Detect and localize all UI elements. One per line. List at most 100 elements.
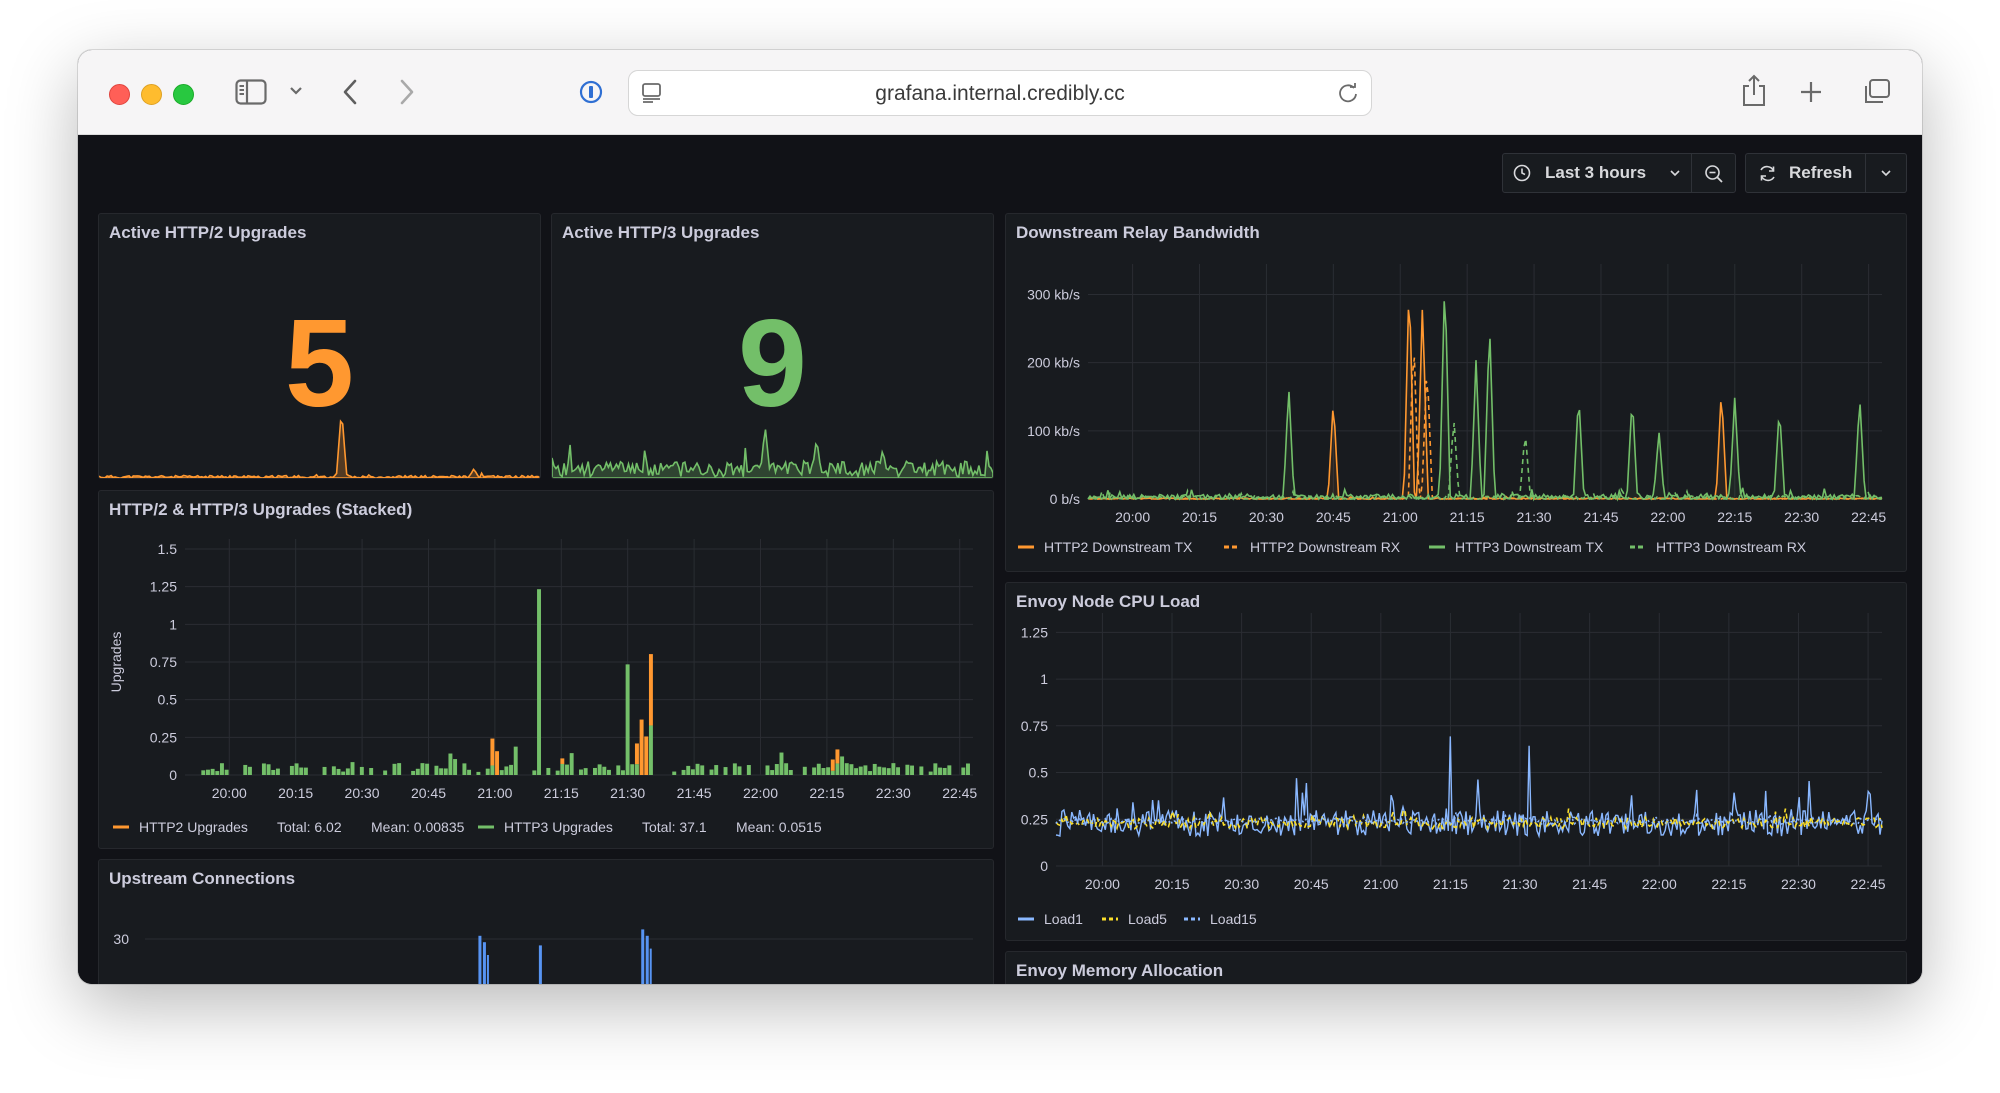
bar-http3 — [770, 770, 775, 775]
bar-http3 — [467, 769, 472, 775]
chevron-down-icon[interactable] — [289, 86, 303, 96]
chevron-down-icon — [1881, 170, 1891, 177]
bar-http3 — [681, 769, 686, 775]
reload-icon[interactable] — [1337, 82, 1359, 104]
bar-http3 — [448, 753, 453, 775]
password-manager-icon[interactable] — [579, 80, 603, 104]
bar-http3 — [947, 765, 952, 775]
x-tick-label: 22:45 — [1851, 509, 1886, 525]
legend-total: Total: 37.1 — [642, 819, 707, 835]
bar-http3 — [243, 764, 248, 775]
bar-http3 — [565, 764, 569, 775]
address-bar[interactable]: grafana.internal.credibly.cc — [628, 70, 1372, 116]
x-tick-label: 20:15 — [278, 785, 313, 801]
bar-http3 — [322, 766, 327, 775]
refresh-button[interactable]: Refresh — [1745, 153, 1866, 193]
clock-icon — [1513, 164, 1531, 182]
bar-http3 — [765, 765, 770, 775]
panel-upstream-connections[interactable]: Upstream Connections 30 — [98, 859, 994, 984]
bar-http3 — [886, 768, 891, 775]
panel-stacked-upgrades[interactable]: HTTP/2 & HTTP/3 Upgrades (Stacked) 0 0.25… — [98, 490, 994, 849]
bar-http3 — [816, 763, 821, 775]
bar-http3 — [271, 769, 276, 775]
panel-title: Envoy Node CPU Load — [1016, 592, 1201, 611]
panel-memory-allocation[interactable]: Envoy Memory Allocation — [1005, 951, 1907, 984]
x-tick-label: 22:15 — [1717, 509, 1752, 525]
x-tick-label: 22:45 — [1851, 876, 1886, 892]
panel-cpu-load[interactable]: Envoy Node CPU Load 0 0.25 0.5 0.75 1 1.25 20:… — [1005, 582, 1907, 941]
x-tick-label: 21:30 — [1503, 876, 1538, 892]
forward-icon[interactable] — [399, 78, 415, 106]
back-icon[interactable] — [342, 78, 358, 106]
bar-http3 — [625, 664, 630, 775]
time-range-picker[interactable]: Last 3 hours — [1502, 153, 1692, 193]
bar — [482, 942, 486, 984]
panel-title: Active HTTP/2 Upgrades — [109, 223, 307, 242]
refresh-interval-button[interactable] — [1865, 153, 1907, 193]
bar-http3 — [462, 763, 467, 775]
y-tick-label: 0.5 — [158, 692, 178, 708]
legend-label: HTTP2 Downstream TX — [1044, 539, 1193, 555]
x-tick-label: 20:30 — [345, 785, 380, 801]
bar-http3 — [835, 763, 840, 775]
zoom-window-button[interactable] — [173, 84, 194, 105]
bar-http3 — [826, 767, 831, 775]
bar-http3 — [672, 771, 677, 775]
panel-downstream-bandwidth[interactable]: Downstream Relay Bandwidth 0 b/s 100 kb/s… — [1005, 213, 1907, 572]
legend-mean: Mean: 0.00835 — [371, 819, 465, 835]
y-tick-label: 300 kb/s — [1027, 286, 1080, 302]
legend-label: HTTP3 Downstream TX — [1455, 539, 1604, 555]
tab-overview-icon[interactable] — [1862, 78, 1892, 106]
bar — [649, 948, 652, 984]
panel-http3-stat[interactable]: Active HTTP/3 Upgrades 9 — [551, 213, 994, 479]
x-tick-label: 22:45 — [942, 785, 977, 801]
bar-http3 — [509, 764, 514, 775]
bar — [645, 935, 649, 984]
bar — [641, 929, 645, 984]
y-tick-label: 1.25 — [150, 579, 177, 595]
bar-http3 — [966, 763, 970, 775]
bar-http3 — [215, 771, 220, 775]
zoom-out-button[interactable] — [1691, 153, 1736, 193]
legend-total: Total: 6.02 — [277, 819, 342, 835]
bar-http3 — [420, 763, 425, 775]
bar-http3 — [942, 767, 947, 775]
share-icon[interactable] — [1741, 74, 1767, 108]
close-window-button[interactable] — [109, 84, 130, 105]
legend-label: Load15 — [1210, 911, 1257, 927]
bar-http3 — [774, 764, 779, 775]
bar-http3 — [812, 767, 817, 775]
page-menu-icon[interactable] — [641, 82, 663, 104]
bar-http3 — [593, 767, 597, 775]
legend-label: HTTP3 Upgrades — [504, 819, 613, 835]
panel-http2-stat[interactable]: Active HTTP/2 Upgrades 5 — [98, 213, 541, 479]
bar-http3 — [359, 766, 364, 775]
bar-http2 — [835, 749, 840, 764]
sparkline — [552, 429, 993, 478]
bar-http3 — [443, 768, 448, 775]
y-tick-label: 30 — [113, 931, 129, 947]
bar-http3 — [299, 767, 304, 775]
url-text[interactable]: grafana.internal.credibly.cc — [875, 82, 1125, 105]
bar-http3 — [201, 770, 206, 775]
minimize-window-button[interactable] — [141, 84, 162, 105]
y-tick-label: 1.5 — [158, 541, 178, 557]
chevron-down-icon — [1670, 170, 1680, 177]
bar-http3 — [919, 766, 924, 775]
y-tick-label: 0.75 — [150, 654, 177, 670]
y-tick-label: 0.25 — [1021, 811, 1048, 827]
bar-http3 — [840, 756, 845, 775]
new-tab-icon[interactable] — [1799, 80, 1823, 104]
bar-http3 — [341, 771, 346, 775]
dashboard-content: Last 3 hours Refresh — [78, 135, 1922, 984]
bar-http3 — [224, 769, 229, 775]
y-tick-label: 1.25 — [1021, 624, 1048, 640]
x-tick-label: 21:15 — [1433, 876, 1468, 892]
sidebar-toggle-icon[interactable] — [235, 79, 267, 105]
x-tick-label: 22:15 — [809, 785, 844, 801]
y-tick-label: 0 — [1040, 858, 1048, 874]
bar-http2 — [830, 759, 835, 771]
legend-mean: Mean: 0.0515 — [736, 819, 822, 835]
x-tick-label: 22:30 — [876, 785, 911, 801]
bar-http3 — [695, 763, 700, 775]
